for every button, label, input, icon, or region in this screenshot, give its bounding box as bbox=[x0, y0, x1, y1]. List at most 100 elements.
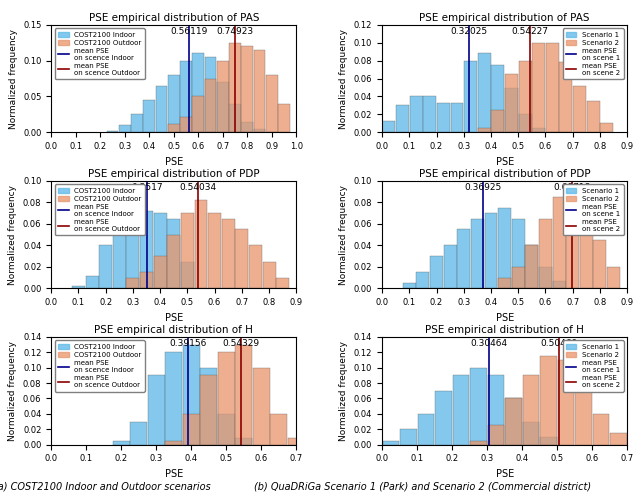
Bar bbox=[180, 61, 192, 132]
Bar bbox=[181, 261, 194, 288]
Bar bbox=[131, 421, 147, 445]
Bar bbox=[253, 129, 266, 132]
Bar bbox=[470, 441, 486, 445]
Bar bbox=[430, 256, 443, 288]
Bar bbox=[127, 213, 140, 288]
Bar bbox=[512, 267, 525, 288]
Bar bbox=[451, 103, 463, 132]
Y-axis label: Normalized frequency: Normalized frequency bbox=[339, 29, 348, 128]
Bar bbox=[229, 42, 241, 132]
Bar bbox=[208, 213, 221, 288]
Bar bbox=[423, 96, 436, 132]
Bar bbox=[573, 86, 586, 132]
Y-axis label: Normalized frequency: Normalized frequency bbox=[8, 29, 17, 128]
Title: PSE empirical distribution of PAS: PSE empirical distribution of PAS bbox=[419, 12, 590, 23]
Bar bbox=[477, 53, 491, 132]
Bar bbox=[86, 276, 99, 288]
Bar bbox=[278, 104, 290, 132]
Y-axis label: Normalized frequency: Normalized frequency bbox=[339, 185, 348, 285]
Bar bbox=[546, 42, 559, 132]
Bar bbox=[575, 387, 592, 445]
X-axis label: PSE: PSE bbox=[164, 469, 183, 479]
Bar bbox=[532, 128, 545, 132]
Text: 0.54329: 0.54329 bbox=[223, 339, 260, 348]
Bar bbox=[181, 213, 194, 288]
Bar bbox=[452, 375, 469, 445]
Bar bbox=[167, 218, 180, 288]
Title: PSE empirical distribution of H: PSE empirical distribution of H bbox=[94, 325, 253, 335]
Bar bbox=[553, 197, 566, 288]
Bar bbox=[498, 278, 511, 288]
Bar bbox=[217, 61, 228, 132]
Bar bbox=[266, 131, 278, 132]
Bar bbox=[253, 50, 266, 132]
Bar bbox=[505, 74, 518, 132]
Bar bbox=[236, 345, 252, 445]
Bar bbox=[165, 441, 182, 445]
Text: 0.30464: 0.30464 bbox=[470, 339, 508, 348]
Bar bbox=[610, 433, 627, 445]
Text: 0.3517: 0.3517 bbox=[131, 183, 163, 192]
Bar bbox=[417, 272, 429, 288]
Bar bbox=[383, 121, 396, 132]
Bar bbox=[140, 211, 153, 288]
Bar bbox=[539, 267, 552, 288]
Text: 0.50469: 0.50469 bbox=[540, 339, 577, 348]
Bar bbox=[131, 115, 143, 132]
Bar bbox=[253, 368, 269, 445]
Bar bbox=[168, 124, 180, 132]
Bar bbox=[498, 208, 511, 288]
Bar bbox=[523, 421, 540, 445]
Bar bbox=[193, 96, 204, 132]
Bar bbox=[523, 375, 540, 445]
X-axis label: PSE: PSE bbox=[164, 157, 183, 166]
Bar bbox=[566, 192, 579, 288]
Bar bbox=[113, 441, 129, 445]
X-axis label: PSE: PSE bbox=[495, 157, 514, 166]
Bar bbox=[271, 414, 287, 445]
Bar bbox=[437, 103, 450, 132]
Bar bbox=[183, 414, 200, 445]
Text: (a) COST2100 Indoor and Outdoor scenarios: (a) COST2100 Indoor and Outdoor scenario… bbox=[0, 481, 211, 491]
Bar bbox=[241, 46, 253, 132]
Bar bbox=[417, 414, 434, 445]
Bar bbox=[217, 82, 228, 132]
Bar bbox=[236, 439, 252, 445]
Bar bbox=[444, 246, 457, 288]
Text: 0.74923: 0.74923 bbox=[216, 27, 253, 36]
Bar bbox=[539, 218, 552, 288]
Bar bbox=[72, 287, 85, 288]
Legend: COST2100 Indoor, COST2100 Outdoor, mean PSE
on scence Indoor, mean PSE
on scence: COST2100 Indoor, COST2100 Outdoor, mean … bbox=[54, 184, 145, 236]
Bar bbox=[484, 213, 497, 288]
Y-axis label: Normalized frequency: Normalized frequency bbox=[8, 341, 17, 441]
Bar bbox=[99, 246, 112, 288]
Bar bbox=[505, 87, 518, 132]
Bar bbox=[140, 272, 153, 288]
Bar bbox=[113, 222, 125, 288]
Bar bbox=[183, 345, 200, 445]
Bar bbox=[593, 240, 607, 288]
X-axis label: PSE: PSE bbox=[495, 313, 514, 323]
Bar bbox=[143, 100, 155, 132]
Bar bbox=[205, 79, 216, 132]
Bar bbox=[288, 439, 305, 445]
Bar bbox=[505, 399, 522, 445]
Bar bbox=[505, 399, 522, 445]
Bar bbox=[525, 246, 538, 288]
Bar bbox=[557, 360, 574, 445]
Text: 0.39156: 0.39156 bbox=[170, 339, 207, 348]
Bar bbox=[193, 53, 204, 132]
Title: PSE empirical distribution of PAS: PSE empirical distribution of PAS bbox=[88, 12, 259, 23]
Bar bbox=[512, 218, 525, 288]
Bar bbox=[119, 125, 131, 132]
Bar bbox=[200, 375, 217, 445]
Bar bbox=[154, 256, 166, 288]
Bar bbox=[262, 261, 276, 288]
Bar bbox=[435, 391, 452, 445]
Y-axis label: Normalized frequency: Normalized frequency bbox=[8, 185, 17, 285]
Bar bbox=[518, 61, 532, 132]
Bar bbox=[156, 86, 167, 132]
Bar bbox=[148, 375, 164, 445]
Bar bbox=[396, 105, 409, 132]
Legend: Scenario 1, Scenario 2, mean PSE
on scene 1, mean PSE
on scene 2: Scenario 1, Scenario 2, mean PSE on scen… bbox=[563, 28, 624, 80]
